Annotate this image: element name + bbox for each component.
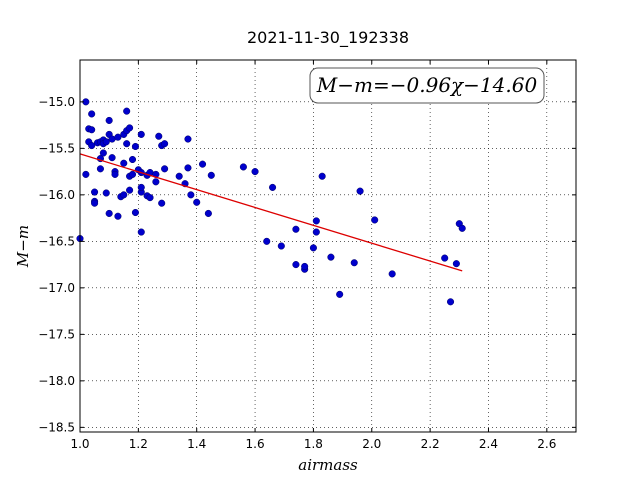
y-tick-label: −16.5 bbox=[38, 234, 75, 248]
data-point bbox=[184, 135, 192, 143]
x-tick-label: 2.4 bbox=[479, 437, 498, 451]
data-point bbox=[239, 163, 247, 171]
data-point bbox=[388, 270, 396, 278]
data-point bbox=[105, 209, 113, 217]
data-point bbox=[128, 170, 137, 178]
data-point bbox=[161, 165, 169, 173]
data-point bbox=[91, 199, 99, 207]
data-point bbox=[114, 133, 122, 141]
plot-frame bbox=[79, 59, 577, 433]
data-point bbox=[82, 170, 90, 178]
y-tick-label: −17.0 bbox=[38, 281, 75, 295]
data-point bbox=[204, 209, 212, 217]
x-tick-label: 1.0 bbox=[70, 437, 89, 451]
data-point bbox=[131, 208, 139, 217]
x-tick-label: 2.2 bbox=[421, 437, 440, 451]
data-point bbox=[269, 183, 277, 191]
data-point bbox=[126, 124, 134, 132]
data-point bbox=[309, 244, 317, 252]
data-point bbox=[175, 172, 183, 180]
data-point bbox=[126, 186, 134, 194]
data-point bbox=[123, 140, 131, 148]
data-point bbox=[137, 130, 145, 138]
grid bbox=[79, 60, 576, 432]
data-point bbox=[108, 154, 116, 162]
equation-box: M−m=−0.96χ−14.60 bbox=[309, 67, 545, 104]
data-point bbox=[88, 142, 96, 150]
data-point bbox=[114, 212, 122, 220]
data-point bbox=[207, 171, 215, 179]
y-tick-label: −15.5 bbox=[38, 141, 75, 155]
x-tick-label: 2.6 bbox=[537, 437, 556, 451]
data-point bbox=[356, 187, 364, 195]
x-tick-label: 2.0 bbox=[362, 437, 381, 451]
data-point bbox=[131, 142, 139, 151]
x-ticks: 1.0 1.2 1.4 1.6 1.8 2.0 2.2 2.4 2.6 bbox=[70, 60, 556, 451]
data-point bbox=[155, 132, 163, 140]
fit-line-group bbox=[79, 153, 463, 272]
data-point bbox=[312, 228, 320, 236]
data-point bbox=[88, 126, 96, 134]
data-point bbox=[184, 164, 192, 172]
data-point bbox=[263, 237, 271, 245]
data-points bbox=[76, 98, 466, 306]
data-point bbox=[128, 155, 137, 164]
y-ticks: −15.0 −15.5 −16.0 −16.5 −17.0 −17.5 −18.0 −18.5 bbox=[38, 95, 576, 434]
data-point bbox=[452, 260, 460, 268]
data-point bbox=[158, 199, 166, 207]
data-point bbox=[336, 290, 344, 298]
x-tick-label: 1.6 bbox=[246, 437, 265, 451]
fit-line bbox=[79, 153, 463, 272]
data-point bbox=[458, 224, 466, 232]
x-tick-label: 1.2 bbox=[129, 437, 148, 451]
data-point bbox=[96, 165, 104, 173]
data-point bbox=[187, 191, 195, 199]
data-point bbox=[193, 198, 201, 206]
data-point bbox=[277, 242, 285, 250]
data-point bbox=[251, 168, 259, 176]
x-axis-label: airmass bbox=[298, 456, 358, 474]
data-point bbox=[152, 178, 160, 186]
data-point bbox=[292, 225, 300, 233]
data-point bbox=[350, 259, 358, 267]
data-point bbox=[88, 110, 96, 118]
data-point bbox=[102, 138, 110, 146]
data-point bbox=[102, 189, 110, 197]
data-point bbox=[120, 191, 128, 199]
data-point bbox=[161, 140, 169, 148]
data-point bbox=[318, 172, 326, 180]
x-tick-label: 1.8 bbox=[304, 437, 323, 451]
y-tick-label: −18.0 bbox=[38, 374, 75, 388]
data-point bbox=[120, 159, 128, 167]
x-tick-label: 1.4 bbox=[187, 437, 206, 451]
data-point bbox=[301, 262, 309, 271]
data-point bbox=[371, 216, 379, 224]
data-point bbox=[441, 254, 449, 262]
y-tick-label: −17.5 bbox=[38, 327, 75, 341]
y-axis-label: M−m bbox=[14, 225, 32, 268]
data-point bbox=[137, 228, 145, 236]
y-tick-label: −15.0 bbox=[38, 95, 75, 109]
data-point bbox=[105, 116, 113, 124]
data-point bbox=[198, 160, 207, 168]
data-point bbox=[108, 135, 116, 143]
data-point bbox=[99, 149, 107, 157]
data-point bbox=[312, 217, 320, 225]
data-point bbox=[146, 194, 154, 202]
data-point bbox=[137, 183, 145, 191]
data-point bbox=[91, 188, 99, 196]
y-tick-label: −18.5 bbox=[38, 420, 75, 434]
y-tick-label: −16.0 bbox=[38, 188, 75, 202]
fit-equation: M−m=−0.96χ−14.60 bbox=[316, 73, 538, 97]
data-point bbox=[327, 253, 335, 261]
data-point bbox=[123, 107, 131, 115]
data-point bbox=[292, 261, 300, 269]
data-point bbox=[446, 298, 455, 306]
data-point bbox=[111, 170, 119, 178]
chart-title: 2021-11-30_192338 bbox=[247, 28, 409, 48]
